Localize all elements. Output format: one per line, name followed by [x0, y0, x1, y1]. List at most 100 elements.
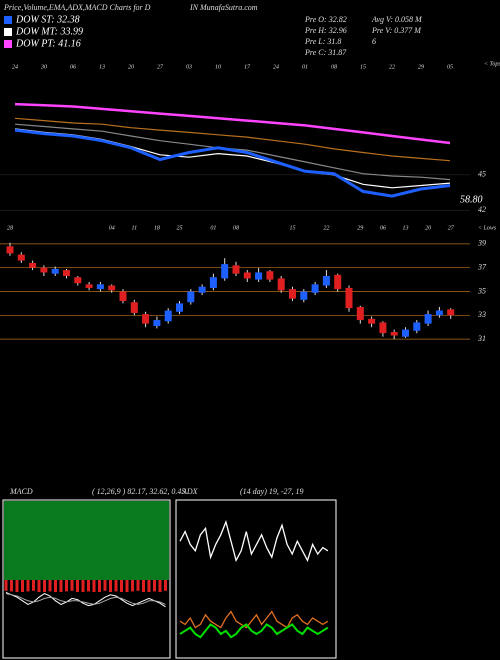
- candle-body: [198, 286, 206, 293]
- candle-body: [63, 270, 70, 277]
- candle-body: [402, 329, 409, 337]
- stat-text: Pre H: 32.96: [304, 26, 347, 35]
- ema-line: [14, 117, 451, 162]
- candle-body: [209, 277, 217, 288]
- stat-text: Pre O: 32.82: [304, 15, 347, 24]
- histogram-bar: [4, 580, 8, 591]
- stat-text: Pre V: 0.377 M: [371, 26, 422, 35]
- candle-body: [142, 314, 150, 324]
- candle-body: [51, 268, 59, 274]
- x-tick-label: 10: [215, 64, 221, 70]
- candle-body: [130, 302, 138, 313]
- candle-body: [356, 306, 364, 321]
- candle-body: [311, 284, 319, 293]
- candle-body: [345, 287, 353, 309]
- histogram-bar: [21, 580, 24, 592]
- histogram-bar: [114, 580, 118, 592]
- x-tick-label: 15: [290, 225, 296, 231]
- x-tick-label: 27: [157, 64, 164, 70]
- candle-body: [187, 291, 195, 303]
- legend-swatch: [4, 16, 12, 24]
- candle-body: [17, 254, 25, 261]
- histogram-bar: [153, 580, 156, 592]
- x-tick-label: 22: [389, 64, 395, 70]
- candle-body: [96, 284, 104, 290]
- candle-body: [413, 322, 421, 331]
- histogram-bar: [15, 580, 19, 592]
- candle-body: [379, 322, 387, 334]
- x-tick-label: 25: [177, 225, 183, 231]
- adx-line: [179, 519, 329, 563]
- x-tick-label: 29: [418, 64, 424, 70]
- corner-label: < Lows: [478, 225, 497, 231]
- histogram-bar: [43, 580, 46, 592]
- candle-body: [74, 277, 82, 284]
- macd-line: [5, 593, 166, 605]
- candle-body: [447, 309, 455, 316]
- candle-body: [277, 278, 285, 291]
- legend-text: DOW PT: 41.16: [15, 38, 81, 49]
- legend-text: DOW MT: 33.99: [15, 26, 83, 37]
- stat-text: 6: [372, 37, 376, 46]
- histogram-bar: [87, 580, 90, 592]
- histogram-bar: [131, 580, 134, 592]
- x-tick-label: 01: [210, 225, 216, 231]
- title-left: Price,Volume,EMA,ADX,MACD Charts for D: [3, 3, 151, 12]
- histogram-bar: [37, 580, 41, 592]
- candle-body: [322, 276, 330, 286]
- y-tick-label: 37: [477, 263, 487, 272]
- histogram-bar: [164, 580, 167, 591]
- panel-title: MACD: [9, 487, 33, 496]
- candle-body: [300, 291, 308, 300]
- histogram-bar: [32, 580, 35, 591]
- y-tick-label: 39: [477, 239, 486, 248]
- x-tick-label: 20: [128, 64, 134, 70]
- candle-body: [221, 264, 229, 279]
- candle-body: [108, 285, 116, 291]
- x-tick-label: 13: [99, 64, 105, 70]
- adx-line: [179, 610, 329, 629]
- candle-body: [255, 272, 263, 280]
- macd-line: [5, 591, 166, 608]
- histogram-bar: [10, 580, 13, 592]
- candle-body: [176, 303, 183, 312]
- candle-body: [232, 265, 240, 274]
- histogram-bar: [109, 580, 112, 592]
- candle-body: [424, 314, 432, 324]
- candle-body: [164, 310, 172, 322]
- candle-body: [29, 262, 37, 268]
- y-tick-label: 35: [477, 286, 486, 295]
- x-tick-label: 27: [448, 225, 455, 231]
- histogram-bar: [81, 580, 85, 592]
- x-tick-label: 30: [40, 64, 47, 70]
- histogram-bar: [125, 580, 129, 592]
- x-tick-label: 08: [331, 64, 337, 70]
- adx-panel: [175, 499, 337, 659]
- histogram-bar: [92, 580, 96, 592]
- x-tick-label: 29: [357, 225, 363, 231]
- candle-body: [85, 284, 93, 288]
- histogram-bar: [136, 580, 140, 591]
- histogram-bar: [59, 580, 63, 592]
- histogram-bar: [48, 580, 52, 592]
- histogram-bar: [98, 580, 101, 592]
- panel-params: ( 12,26,9 ) 82.17, 32.62, 0.45: [92, 487, 185, 496]
- candle-body: [435, 310, 443, 316]
- x-tick-label: 06: [380, 225, 386, 231]
- x-tick-label: 05: [447, 64, 453, 70]
- histogram-bar: [70, 580, 74, 591]
- y-tick-label: 33: [477, 310, 486, 319]
- ema-line: [14, 128, 451, 198]
- x-tick-label: 22: [323, 225, 329, 231]
- candle-body: [40, 267, 48, 273]
- histogram-bar: [76, 580, 79, 592]
- candle-body: [243, 272, 251, 279]
- candle-body: [119, 291, 127, 302]
- x-tick-label: 28: [7, 225, 13, 231]
- histogram-bar: [65, 580, 68, 592]
- candle-body: [6, 246, 14, 254]
- x-tick-label: 06: [70, 64, 76, 70]
- x-tick-label: 13: [403, 225, 409, 231]
- panel-title: ADX: [181, 487, 199, 496]
